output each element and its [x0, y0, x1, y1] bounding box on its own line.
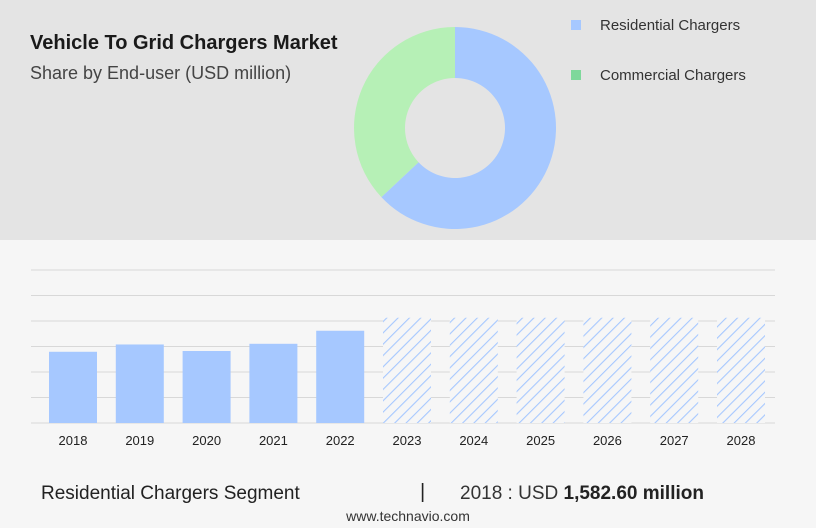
- footer-value: 2018 : USD 1,582.60 million: [460, 483, 704, 505]
- bar-chart: 2018 2019 2020 2021 2022 2023 2024 2025 2026 2027…: [31, 269, 775, 448]
- x-tick-label-2025: 2025: [526, 433, 555, 448]
- x-tick-label-2027: 2027: [660, 433, 689, 448]
- forecast-bar-2027: [650, 317, 699, 423]
- donut-slice-residential-chargers: [381, 27, 556, 229]
- bar-2021: [249, 343, 298, 423]
- footer-value-prefix: 2018 : USD: [460, 483, 559, 504]
- donut-chart: [354, 27, 556, 229]
- forecast-bar-2028: [717, 317, 765, 423]
- x-tick-label-2026: 2026: [593, 433, 622, 448]
- forecast-bar-2026: [583, 317, 632, 423]
- x-tick-label-2028: 2028: [727, 433, 756, 448]
- footer-divider: |: [420, 481, 426, 503]
- x-tick-label-2023: 2023: [393, 433, 422, 448]
- legend-label-residential: Residential Chargers: [600, 16, 741, 34]
- legend-label-commercial: Commercial Chargers: [600, 66, 746, 84]
- chart-subtitle: Share by End-user (USD million): [30, 63, 292, 83]
- bar-2019: [115, 344, 164, 423]
- footer-segment-label: Residential Chargers Segment: [41, 483, 300, 504]
- legend-item-residential: Residential Chargers: [571, 15, 740, 35]
- bar-2018: [49, 351, 97, 423]
- legend-swatch-residential: [571, 20, 581, 30]
- x-tick-label-2019: 2019: [125, 433, 154, 448]
- forecast-bar-2023: [383, 317, 431, 423]
- x-tick-label-2024: 2024: [459, 433, 488, 448]
- donut-slice-commercial-chargers: [354, 27, 455, 198]
- bar-2022: [316, 330, 365, 423]
- forecast-bar-2025: [516, 317, 565, 423]
- chart-title: Vehicle To Grid Chargers Market: [30, 32, 338, 54]
- x-tick-label-2020: 2020: [192, 433, 221, 448]
- footer-value-amount: 1,582.60 million: [563, 483, 704, 504]
- bar-2020: [182, 351, 231, 423]
- legend-swatch-commercial: [571, 70, 581, 80]
- x-tick-label-2022: 2022: [326, 433, 355, 448]
- x-tick-label-2021: 2021: [259, 433, 288, 448]
- x-tick-label-2018: 2018: [59, 433, 88, 448]
- forecast-bar-2024: [449, 317, 498, 423]
- source-link[interactable]: www.technavio.com: [346, 508, 470, 524]
- legend-item-commercial: Commercial Chargers: [571, 65, 746, 85]
